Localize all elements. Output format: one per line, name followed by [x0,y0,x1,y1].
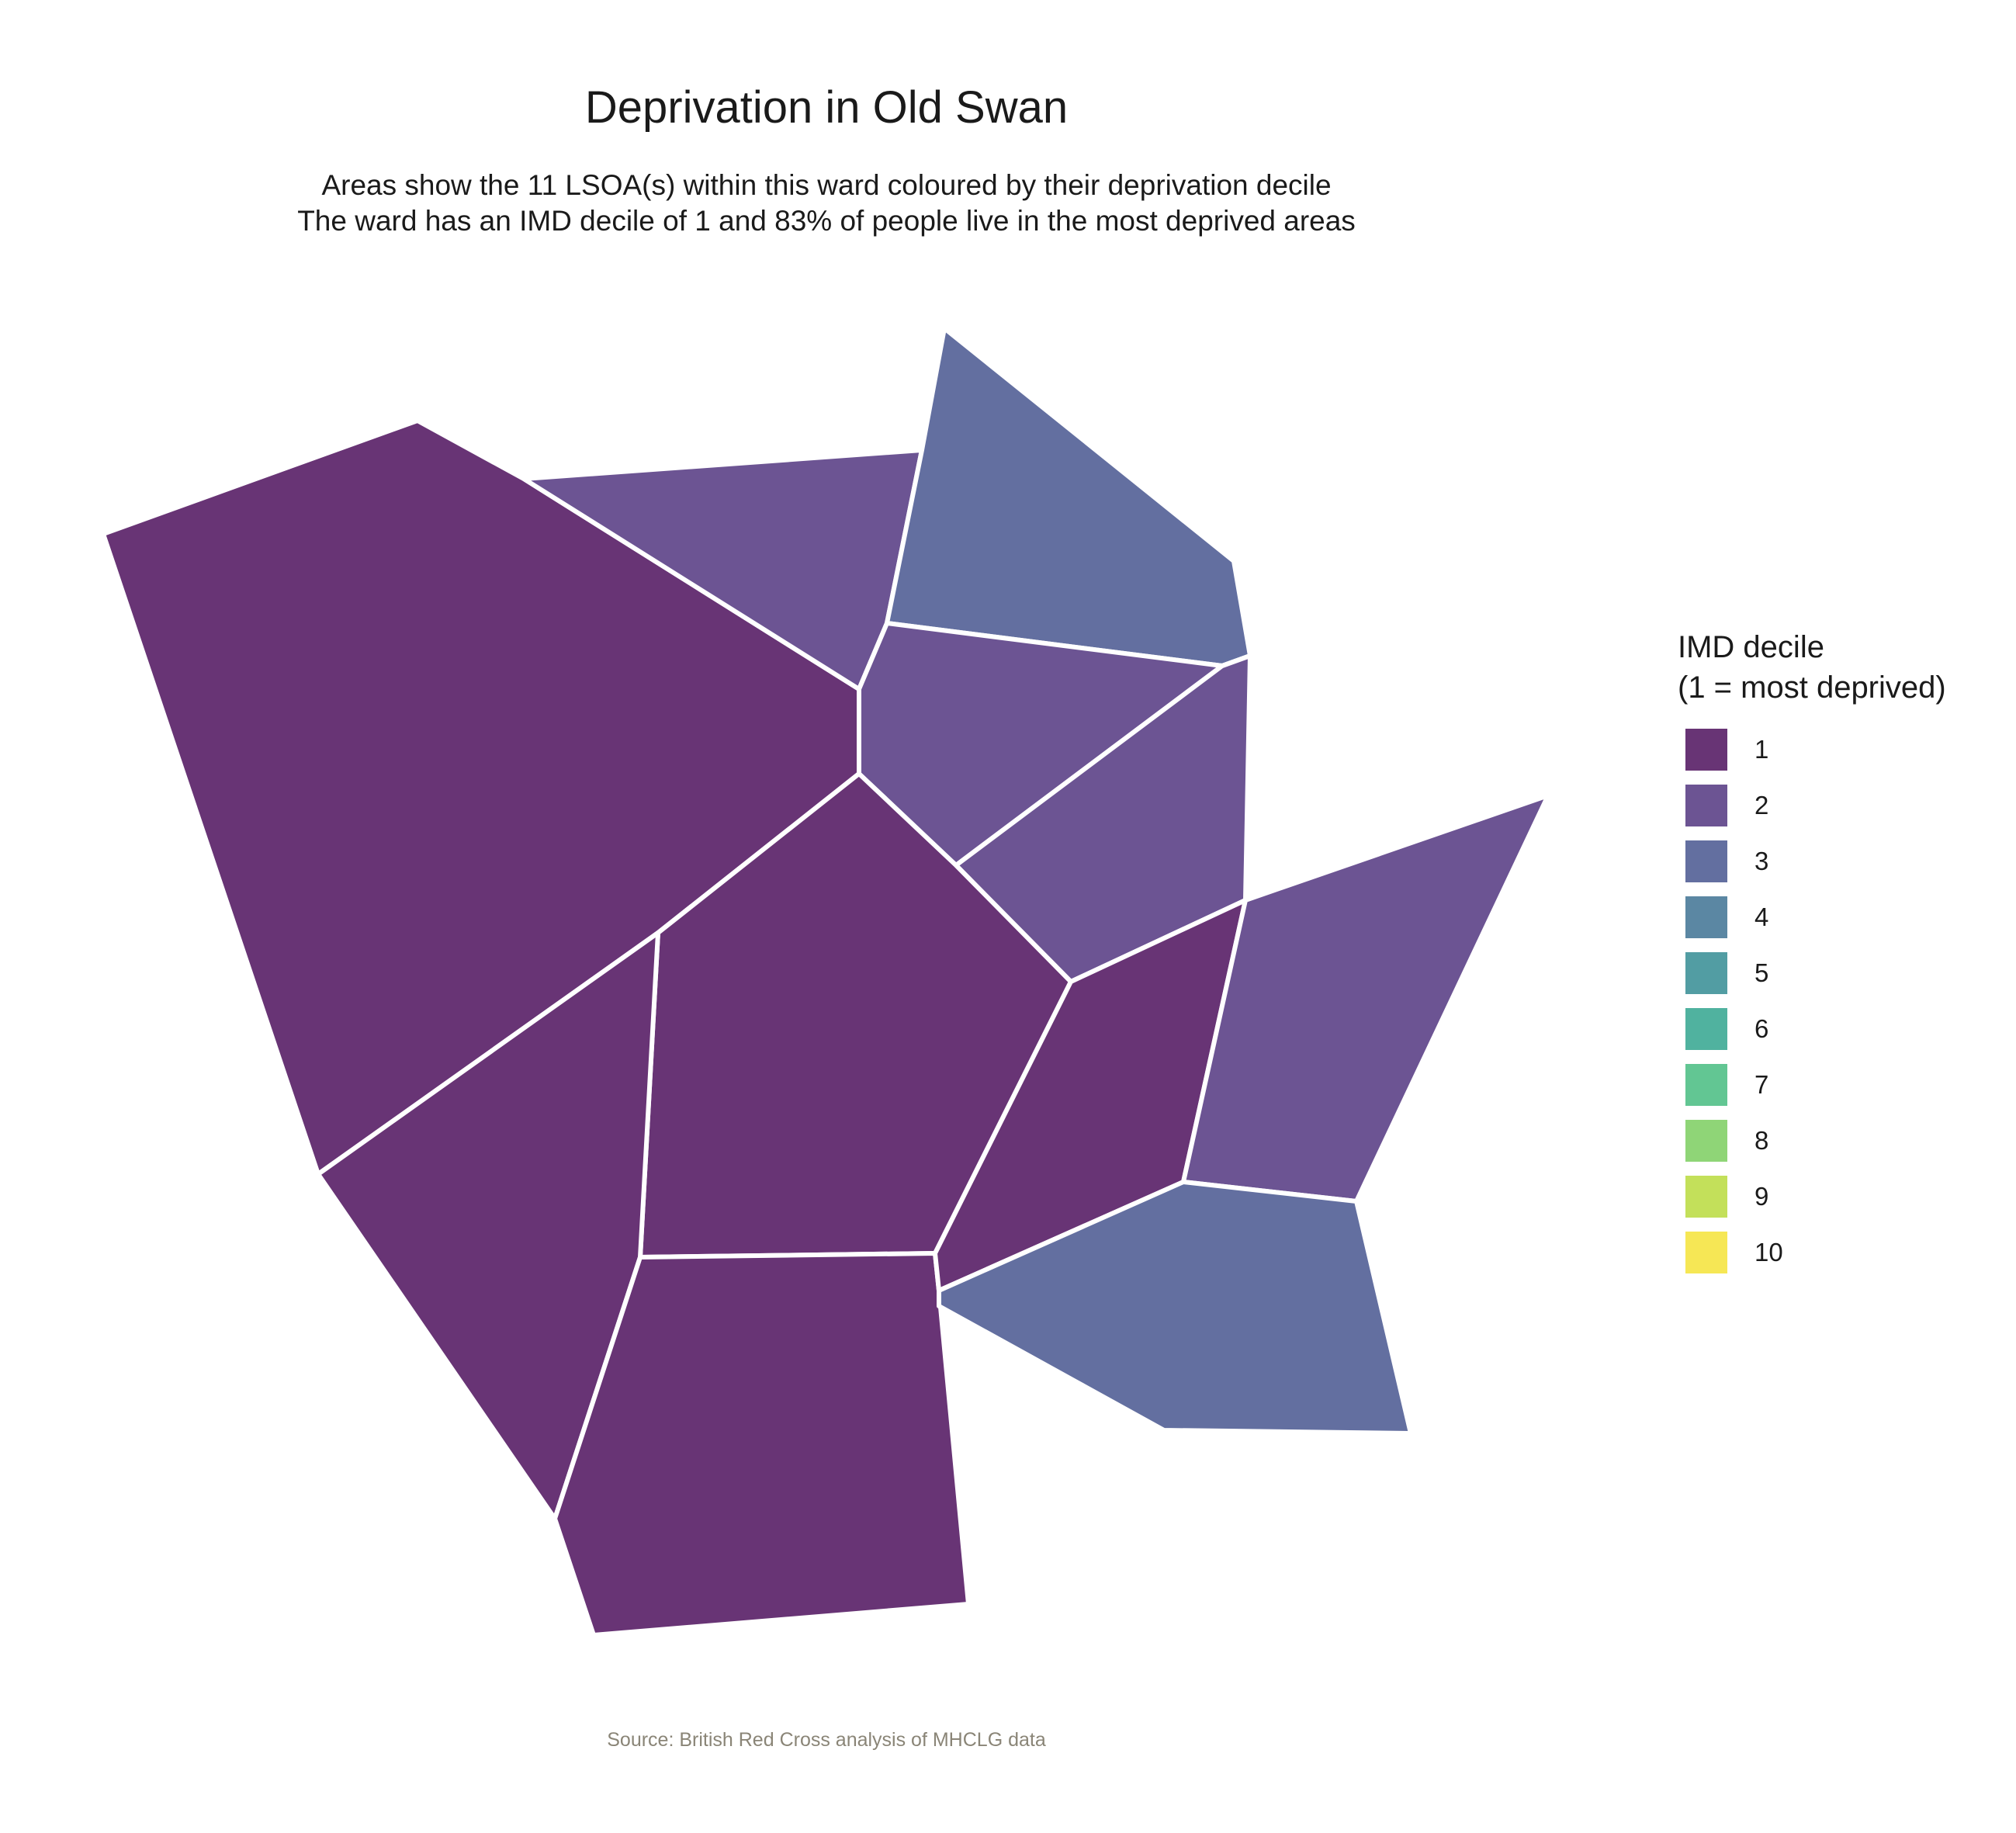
legend-swatch [1685,1120,1727,1162]
legend-swatch [1685,1008,1727,1050]
legend-swatch [1685,785,1727,826]
legend-swatch [1685,1176,1727,1218]
legend-label: 1 [1754,735,1769,764]
legend-swatch [1685,896,1727,938]
legend-label: 8 [1754,1126,1769,1155]
legend-swatch [1685,1064,1727,1106]
lsoa-southeast [937,1180,1413,1436]
legend-title-line-2: (1 = most deprived) [1678,670,1946,705]
legend-item-4: 4 [1678,896,1946,952]
legend-swatch [1685,729,1727,771]
legend-item-1: 1 [1678,729,1946,785]
legend-label: 6 [1754,1014,1769,1043]
legend-label: 2 [1754,791,1769,819]
legend-label: 10 [1754,1238,1783,1266]
legend-item-6: 6 [1678,1008,1946,1064]
legend-swatch [1685,840,1727,882]
legend-item-9: 9 [1678,1176,1946,1232]
legend-item-2: 2 [1678,785,1946,840]
legend-label: 3 [1754,847,1769,875]
legend: IMD decile (1 = most deprived) 1 2 3 4 5 6 7 8 9… [1678,627,1946,1287]
legend-label: 7 [1754,1070,1769,1099]
legend-item-8: 8 [1678,1120,1946,1176]
legend-label: 5 [1754,958,1769,987]
legend-item-10: 10 [1678,1232,1946,1287]
legend-swatch [1685,1232,1727,1273]
map-title: Deprivation in Old Swan [584,82,1069,133]
map-subtitle-line-1: Areas show the 11 LSOA(s) within this wa… [321,169,1332,201]
legend-item-7: 7 [1678,1064,1946,1120]
legend-swatch [1685,952,1727,994]
lsoa-northeast [885,326,1252,668]
legend-title: IMD decile (1 = most deprived) [1678,627,1946,708]
legend-title-line-1: IMD decile [1678,630,1824,664]
map-subtitle-line-2: The ward has an IMD decile of 1 and 83% … [297,205,1356,237]
legend-item-5: 5 [1678,952,1946,1008]
legend-label: 4 [1754,903,1769,931]
legend-item-3: 3 [1678,840,1946,896]
legend-items: 1 2 3 4 5 6 7 8 9 10 [1678,729,1946,1287]
legend-label: 9 [1754,1182,1769,1211]
source-caption: Source: British Red Cross analysis of MH… [607,1729,1046,1751]
